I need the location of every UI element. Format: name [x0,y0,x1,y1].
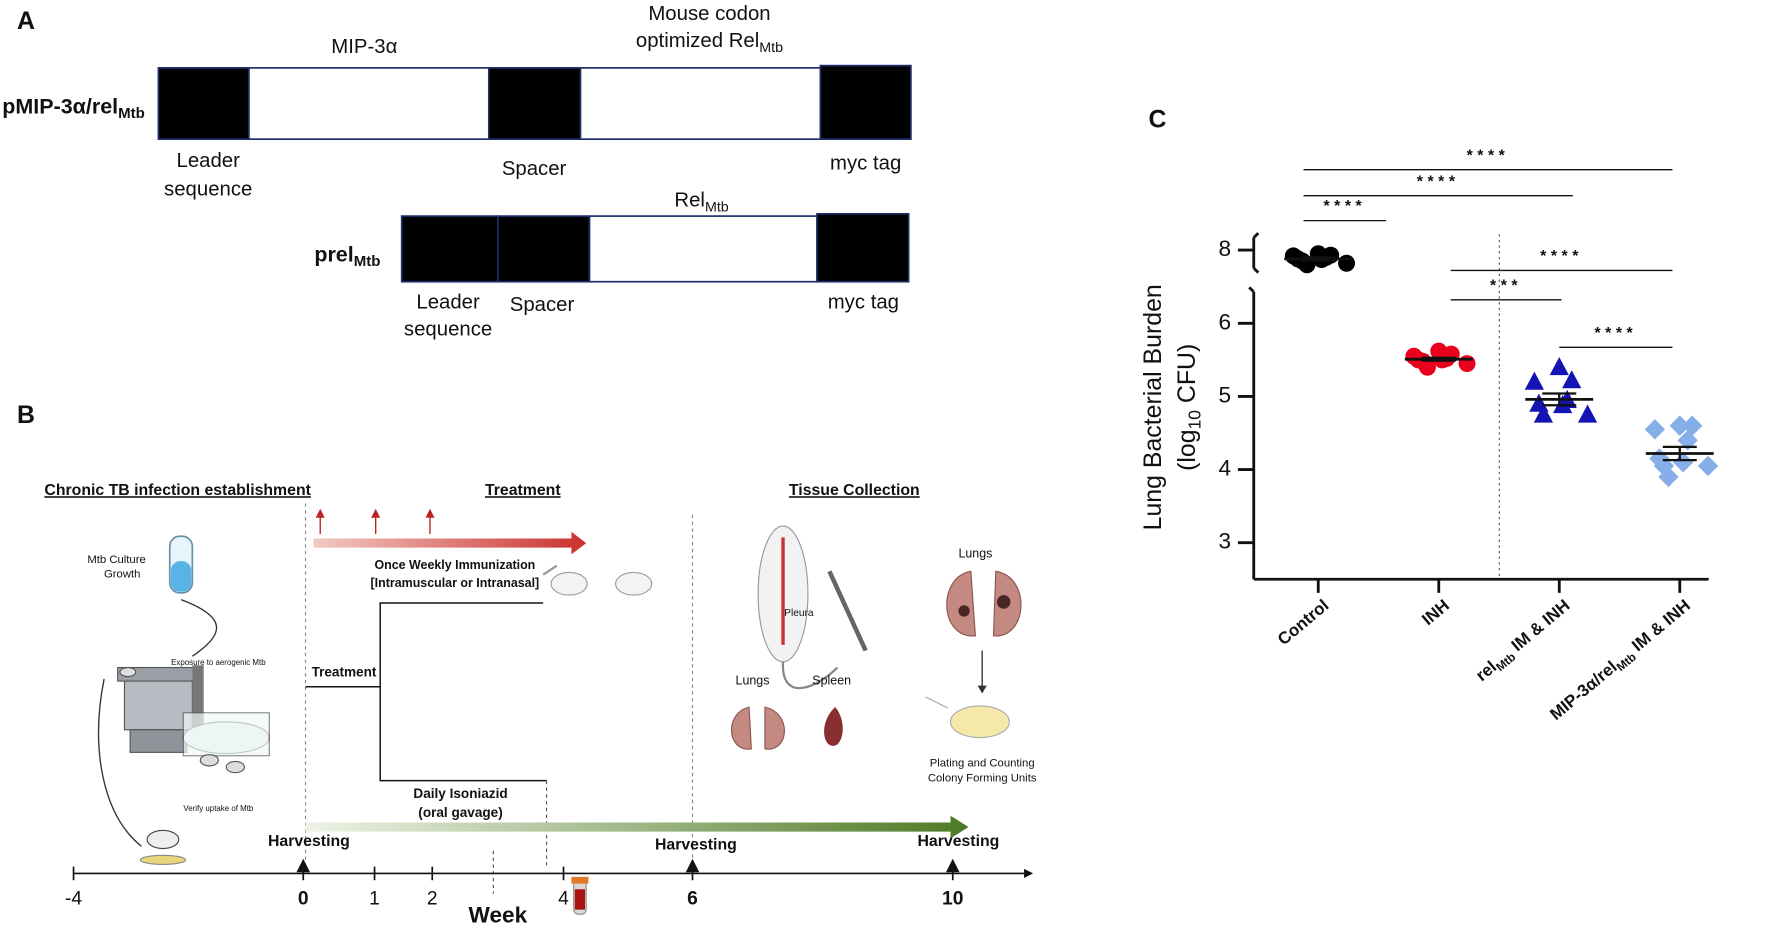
y-tick-label: 6 [1219,309,1232,334]
section-heading: Treatment [485,482,561,499]
collection-label: Spleen [812,673,851,687]
significance-label: *** [1490,277,1522,294]
significance-label: **** [1323,198,1366,215]
section-heading: Chronic TB infection establishment [44,482,311,499]
segment-label: MIP-3α [331,36,397,58]
x-tick-label: relMtb IM & INH [1472,596,1575,687]
part-label: myc tag [830,152,901,174]
construct-name: prelMtb [314,242,380,270]
timeline-tick-label: 0 [298,889,309,910]
data-point [1338,254,1356,272]
data-point [1549,357,1569,376]
x-tick-label: Control [1274,596,1332,649]
significance-label: **** [1417,173,1460,190]
segment-label: optimized RelMtb [636,30,783,55]
infection-illustration [97,535,270,865]
collection-illustration [730,525,1022,750]
timeline-tick-label: 6 [687,889,698,910]
immunization-label: [Intramuscular or Intranasal] [371,576,540,590]
harvesting-label: Harvesting [918,833,1000,850]
significance-label: **** [1467,147,1510,164]
data-point [1672,452,1694,473]
construct-1 [157,64,912,141]
harvesting-label: Harvesting [268,833,350,850]
y-tick-label: 5 [1219,382,1232,407]
part-label: Leader [176,150,240,172]
axis-break [1248,286,1255,293]
data-point [1562,370,1582,389]
timeline-graphics [73,503,1034,915]
timeline-tick-label: 1 [369,889,380,910]
x-tick-label: INH [1419,596,1454,629]
segment-label: Mouse codon [648,3,770,25]
y-tick-label: 3 [1219,529,1232,554]
treatment-label: Treatment [312,665,377,680]
data-point [1458,355,1476,373]
panel-label: A [17,7,35,35]
step-label: Growth [104,569,140,581]
segment-label: RelMtb [674,190,728,215]
step-label: Exposure to aerogenic Mtb [171,658,266,667]
part-label: Leader [416,292,480,314]
data-point [1677,430,1698,451]
part-label: myc tag [828,292,899,314]
data-point [1697,455,1719,477]
y-tick-label: 4 [1219,456,1232,481]
panel-label: C [1149,106,1167,134]
collection-label: Lungs [958,547,992,561]
data-point [1577,404,1598,423]
construct-name: pMIP-3α/relMtb [2,94,145,122]
x-tick-label: MIP-3α/relMtb IM & INH [1547,596,1696,726]
step-label: Verify uptake of Mtb [183,804,253,813]
part-label: Spacer [510,294,575,316]
collection-label: Colony Forming Units [928,772,1037,784]
timeline-label: Week [469,902,528,927]
section-heading: Tissue Collection [789,482,920,499]
isoniazid-label: Daily Isoniazid [413,786,507,801]
part-label: sequence [164,178,252,200]
collection-label: Plating and Counting [930,758,1035,770]
timeline-tick-label: 4 [558,889,569,910]
data-point [1533,404,1554,423]
harvesting-label: Harvesting [655,836,737,853]
step-label: Mtb Culture [87,554,145,566]
axis-break [1252,232,1260,239]
data-point [1658,466,1679,488]
data-point [1418,358,1436,376]
immunization-label: Once Weekly Immunization [374,558,535,572]
collection-label: Lungs [736,673,770,687]
y-tick-label: 8 [1219,236,1232,261]
data-point [1644,419,1666,440]
collection-label: Pleura [784,608,814,619]
axis-break [1252,267,1260,274]
timeline-tick-label: 10 [942,889,963,910]
isoniazid-label: (oral gavage) [418,805,502,820]
significance-label: **** [1540,248,1583,265]
panel-label: B [17,401,35,429]
part-label: sequence [404,319,492,341]
treatment-illustration [542,564,653,596]
timeline-tick-label: -4 [65,889,82,910]
data-point [1524,371,1544,390]
y-axis-title-line: (log10 CFU) [1173,344,1205,471]
y-axis-title-line: Lung Bacterial Burden [1139,284,1167,530]
significance-label: **** [1594,325,1637,342]
part-label: Spacer [502,158,567,180]
y-axis-title: Lung Bacterial Burden (log10 CFU) [1139,284,1204,530]
timeline-tick-label: 2 [427,889,438,910]
construct-2 [400,212,910,283]
